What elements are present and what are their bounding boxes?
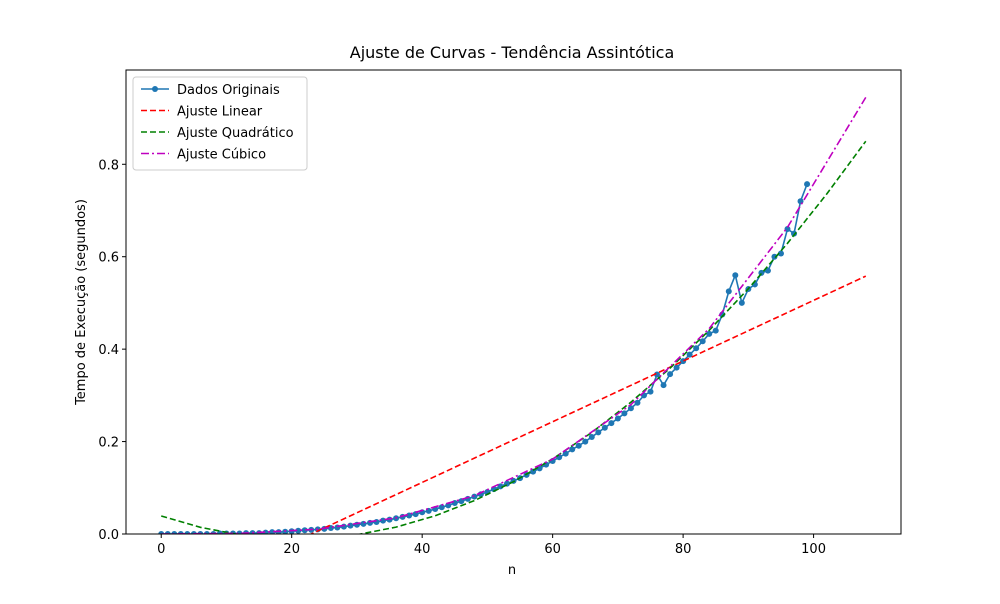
data-point [295,527,302,534]
series-line [161,140,867,534]
data-point [660,382,667,389]
data-point [569,446,576,453]
legend-label: Dados Originais [177,83,280,98]
data-point [471,493,478,500]
x-tick-label: 40 [414,542,431,557]
y-tick-label: 0.8 [98,158,119,173]
data-point [680,358,687,365]
x-tick-label: 20 [283,542,300,557]
data-point [621,410,628,417]
legend-box [132,76,308,171]
data-point [262,529,269,534]
data-point [536,465,543,472]
data-point [601,424,608,431]
data-point [699,338,706,345]
data-point [360,520,367,527]
legend-marker [152,86,158,92]
data-point [301,527,308,534]
data-point [373,518,380,525]
data-point [634,399,641,406]
data-point [771,253,778,260]
data-point [614,415,621,422]
x-tick-label: 60 [544,542,561,557]
data-point [608,420,615,427]
plot-area [158,96,867,534]
data-point [764,267,771,274]
data-point [340,523,347,530]
data-point [575,442,582,449]
x-tick-label: 80 [675,542,692,557]
data-point [777,250,784,257]
data-point [804,181,811,188]
y-tick-label: 0.4 [98,343,119,358]
series-line [309,275,867,534]
data-point [673,364,680,371]
y-axis-label: Tempo de Execução (segundos) [74,199,89,406]
data-point [451,500,458,507]
y-tick-label: 0.2 [98,436,119,451]
x-tick-label: 0 [157,542,165,557]
x-axis-label: n [508,563,516,578]
x-tick-label: 100 [801,542,826,557]
data-point [706,330,713,337]
y-tick-label: 0.0 [98,528,119,543]
data-point [647,388,654,395]
data-point [667,371,674,378]
chart-title: Ajuste de Curvas - Tendência Assintótica [350,43,675,62]
data-point [582,438,589,445]
axes-frame [125,69,902,535]
data-point [595,429,602,436]
data-point [269,529,276,534]
data-point [712,327,719,334]
data-point [588,433,595,440]
legend-label: Ajuste Cúbico [177,148,266,163]
data-point [347,522,354,529]
data-point [693,345,700,352]
data-point [732,272,739,279]
series-line [161,96,867,534]
data-point [686,351,693,358]
data-point [725,288,732,295]
data-point [438,504,445,511]
legend-label: Ajuste Quadrático [177,126,294,141]
legend-label: Ajuste Linear [177,105,263,120]
y-tick-label: 0.6 [98,251,119,266]
data-point [738,299,745,306]
data-point [627,405,634,412]
